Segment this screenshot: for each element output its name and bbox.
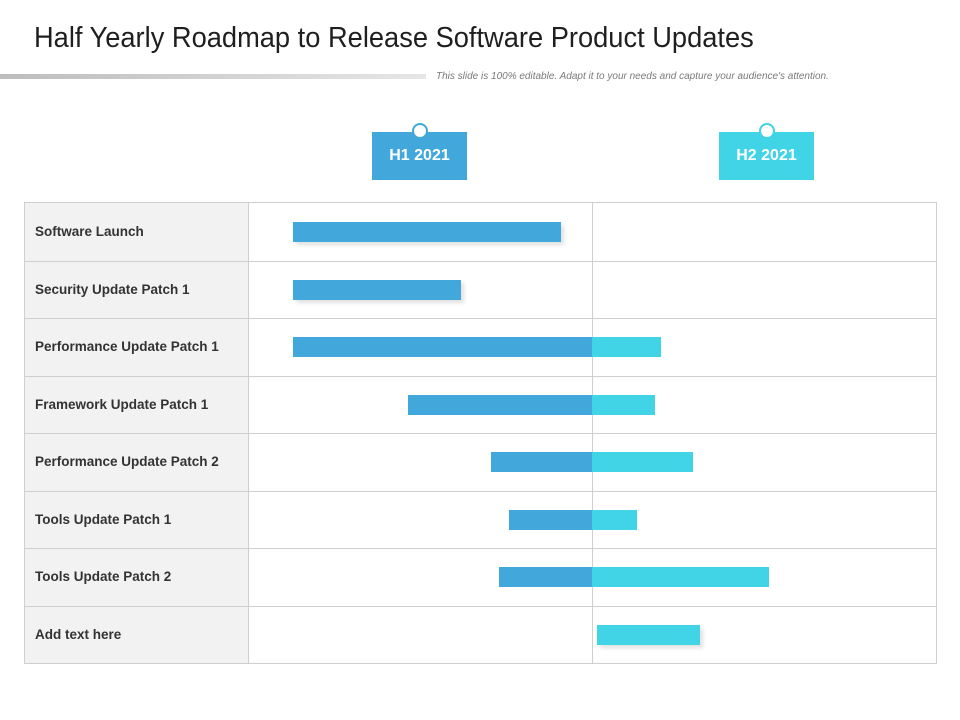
h2-bar — [597, 625, 701, 645]
pin-icon — [411, 123, 428, 139]
h1-bar — [292, 280, 462, 300]
period-header-h2: H2 2021 — [719, 123, 814, 180]
slide-subtitle: This slide is 100% editable. Adapt it to… — [436, 71, 829, 82]
row-divider — [25, 433, 936, 434]
h2-bar — [592, 452, 694, 472]
row-divider — [25, 261, 936, 262]
h1-bar — [292, 337, 592, 357]
row-label: Framework Update Patch 1 — [35, 397, 209, 412]
h1-bar — [292, 222, 562, 242]
row-label: Performance Update Patch 1 — [35, 339, 219, 354]
row-label: Security Update Patch 1 — [35, 282, 190, 297]
period-label: H1 2021 — [389, 147, 450, 164]
h2-bar — [592, 567, 769, 587]
row-divider — [25, 548, 936, 549]
row-label: Performance Update Patch 2 — [35, 454, 219, 469]
period-label: H2 2021 — [736, 147, 797, 164]
roadmap-table: Software Launch Security Update Patch 1 Pe… — [24, 202, 937, 664]
period-header-h1: H1 2021 — [372, 123, 467, 180]
row-label: Tools Update Patch 2 — [35, 569, 172, 584]
h2-bar — [592, 337, 661, 357]
h2-bar — [592, 395, 656, 415]
row-label: Software Launch — [35, 224, 144, 239]
h1-bar — [499, 567, 592, 587]
row-label: Tools Update Patch 1 — [35, 512, 172, 527]
h1-bar — [509, 510, 592, 530]
row-divider — [25, 606, 936, 607]
row-divider — [25, 318, 936, 319]
h2-bar — [592, 510, 637, 530]
slide-title: Half Yearly Roadmap to Release Software … — [34, 22, 754, 54]
h1-bar — [490, 452, 592, 472]
title-underline — [0, 74, 426, 79]
row-divider — [25, 376, 936, 377]
pin-icon — [758, 123, 775, 139]
row-divider — [25, 491, 936, 492]
h1-bar — [407, 395, 592, 415]
row-label: Add text here — [35, 627, 122, 642]
